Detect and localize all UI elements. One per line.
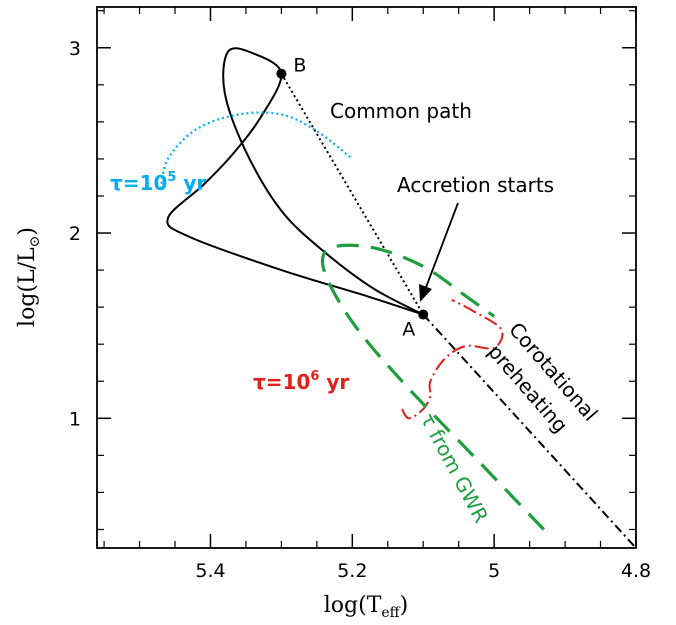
- x-tick-label: 4.8: [621, 560, 651, 582]
- x-tick-label: 5.4: [195, 560, 225, 582]
- series-tau-gwr: [320, 243, 545, 531]
- series-tau-1e5: [159, 111, 353, 189]
- annotation-tau-1e6: τ=106 yr: [253, 369, 349, 394]
- y-tick-label: 2: [69, 223, 81, 245]
- x-axis-title: log(Teff): [324, 593, 408, 621]
- series-corotational-preheating: [422, 313, 637, 549]
- annotation-tau-1e5: τ=105 yr: [110, 170, 206, 195]
- annotation-tau-gwr: τ from GWR: [416, 409, 494, 527]
- marker-point-b: [276, 68, 287, 79]
- series-tau-1e6: [401, 298, 504, 420]
- accretion-arrow-shaft: [424, 202, 459, 291]
- tau-1e6-unit: yr: [319, 370, 349, 394]
- annotation-accretion-starts: Accretion starts: [397, 173, 554, 197]
- y-axis-title-end: ): [15, 227, 40, 236]
- y-axis-title-main: log(L/L: [15, 247, 40, 327]
- x-axis-title-sub: eff: [381, 605, 400, 621]
- marker-label-b: B: [293, 55, 306, 77]
- y-axis-title-sub: ⊙: [27, 236, 43, 248]
- x-tick-label: 5: [488, 560, 500, 582]
- tau-1e5-sup: 5: [167, 170, 176, 185]
- tau-1e6-main: τ=10: [253, 370, 310, 394]
- markers-group: AB: [276, 55, 429, 341]
- plot-frame: [96, 6, 637, 549]
- x-tick-label: 5.2: [337, 560, 367, 582]
- x-axis-title-end: ): [400, 593, 409, 618]
- tick-labels-group: 5.4 5.2 5 4.8 1 2 3: [69, 38, 651, 582]
- y-tick-label: 1: [69, 408, 81, 430]
- marker-point-a: [418, 309, 429, 320]
- x-axis-title-main: log(T: [324, 593, 382, 618]
- ticks-group: [97, 7, 637, 548]
- y-axis-title: log(L/L⊙): [15, 227, 43, 327]
- series-group: [159, 47, 637, 549]
- annotation-common-path: Common path: [330, 99, 472, 123]
- marker-label-a: A: [402, 319, 415, 341]
- tau-1e5-unit: yr: [176, 171, 206, 195]
- tau-1e6-sup: 6: [310, 369, 319, 384]
- series-common-path: [280, 73, 425, 316]
- tau-1e5-main: τ=10: [110, 171, 167, 195]
- y-tick-label: 3: [69, 38, 81, 60]
- accretion-arrow-head: [419, 284, 432, 302]
